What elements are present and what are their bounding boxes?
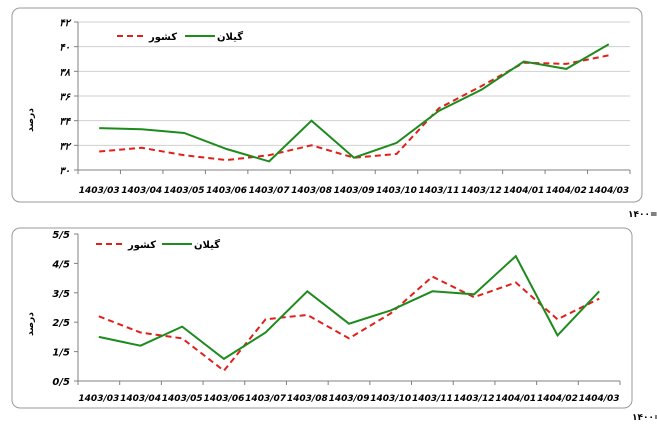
x-tick-label: 1404/02: [537, 394, 578, 404]
y-tick-label: ۳۶: [59, 92, 70, 103]
y-tick-label: 4/5: [51, 259, 70, 270]
chart-caption: روند تورم ماهانه کشور و گیلان از خردادما…: [632, 411, 657, 423]
x-tick-labels: 1403/03 1403/04 1403/05 1403/06 1403/07 1403/…: [79, 186, 629, 196]
x-tick-label: 1403/04: [120, 394, 161, 404]
y-tick-labels: ۳۰ ۳۲ ۳۴ ۳۶ ۳۸ ۴۰ ۴۲: [59, 18, 71, 177]
x-tick-label: 1403/05: [164, 186, 205, 196]
x-tick-label: 1404/03: [579, 394, 620, 404]
x-tick-label: 1404/01: [503, 186, 544, 196]
chart-caption: روند تورم نقطه‌به‌نقطه کشور و گیلان از خ…: [628, 208, 657, 220]
x-tick-label: 1403/04: [121, 186, 162, 196]
legend-label-gilan: گیلان: [194, 238, 220, 251]
chart-panel-monthly: 0/5 1/5 2/5 3/5 4/5 5/5 1403/03 1403/04 1403/05…: [11, 227, 657, 423]
x-tick-label: 1403/12: [461, 186, 502, 196]
y-tick-label: 1/5: [52, 348, 70, 359]
series-line-gilan: [99, 43, 610, 163]
x-tick-label: 1404/03: [588, 186, 629, 196]
x-tick-label: 1404/01: [495, 394, 536, 404]
x-tick-label: 1404/02: [546, 186, 587, 196]
y-tick-label: ۴۲: [59, 18, 71, 29]
x-tick-label: 1403/07: [249, 186, 291, 196]
axes: [74, 21, 631, 174]
x-tick-label: 1403/12: [454, 394, 495, 404]
x-tick-label: 1403/03: [79, 186, 120, 196]
series-line-country: [98, 275, 600, 373]
x-tick-label: 1403/05: [162, 394, 203, 404]
y-tick-label: ۳۴: [59, 117, 71, 128]
series-lines: [99, 43, 610, 163]
x-tick-label: 1403/03: [78, 394, 119, 404]
y-tick-label: ۳۰: [59, 166, 70, 177]
grid: [78, 21, 630, 146]
y-tick-label: 5/5: [52, 230, 70, 241]
x-tick-labels: 1403/03 1403/04 1403/05 1403/06 1403/07 1403/…: [78, 394, 619, 404]
series-line-gilan: [98, 254, 600, 361]
x-tick-label: 1403/06: [206, 186, 247, 196]
x-tick-label: 1403/11: [412, 394, 453, 404]
legend-label-gilan: گیلان: [217, 30, 243, 43]
x-tick-label: 1403/07: [245, 394, 287, 404]
y-axis-label: درصد: [26, 312, 36, 336]
legend-label-country: کشور: [127, 240, 156, 251]
legend: کشور گیلان: [96, 238, 220, 251]
chart-frame: [11, 227, 633, 409]
y-tick-label: ۴۰: [59, 43, 70, 54]
axes: [74, 233, 621, 385]
y-tick-label: 0/5: [52, 377, 70, 388]
y-tick-label: 2/5: [52, 318, 70, 329]
x-tick-label: 1403/08: [291, 186, 332, 196]
y-tick-label: 3/5: [52, 289, 70, 300]
y-axis-label: درصد: [26, 108, 36, 132]
x-tick-label: 1403/09: [334, 186, 375, 196]
series-lines: [98, 254, 600, 373]
y-tick-label: ۳۲: [59, 141, 71, 152]
x-tick-label: 1403/10: [370, 394, 411, 404]
chart-frame: [11, 7, 643, 203]
x-tick-label: 1403/10: [376, 186, 417, 196]
x-tick-label: 1403/06: [203, 394, 244, 404]
x-tick-label: 1403/09: [329, 394, 370, 404]
x-tick-label: 1403/08: [287, 394, 328, 404]
y-tick-label: ۳۸: [59, 67, 70, 78]
y-tick-labels: 0/5 1/5 2/5 3/5 4/5 5/5: [51, 230, 70, 388]
legend: کشور گیلان: [117, 30, 243, 43]
legend-label-country: کشور: [148, 32, 177, 43]
x-tick-label: 1403/11: [418, 186, 459, 196]
